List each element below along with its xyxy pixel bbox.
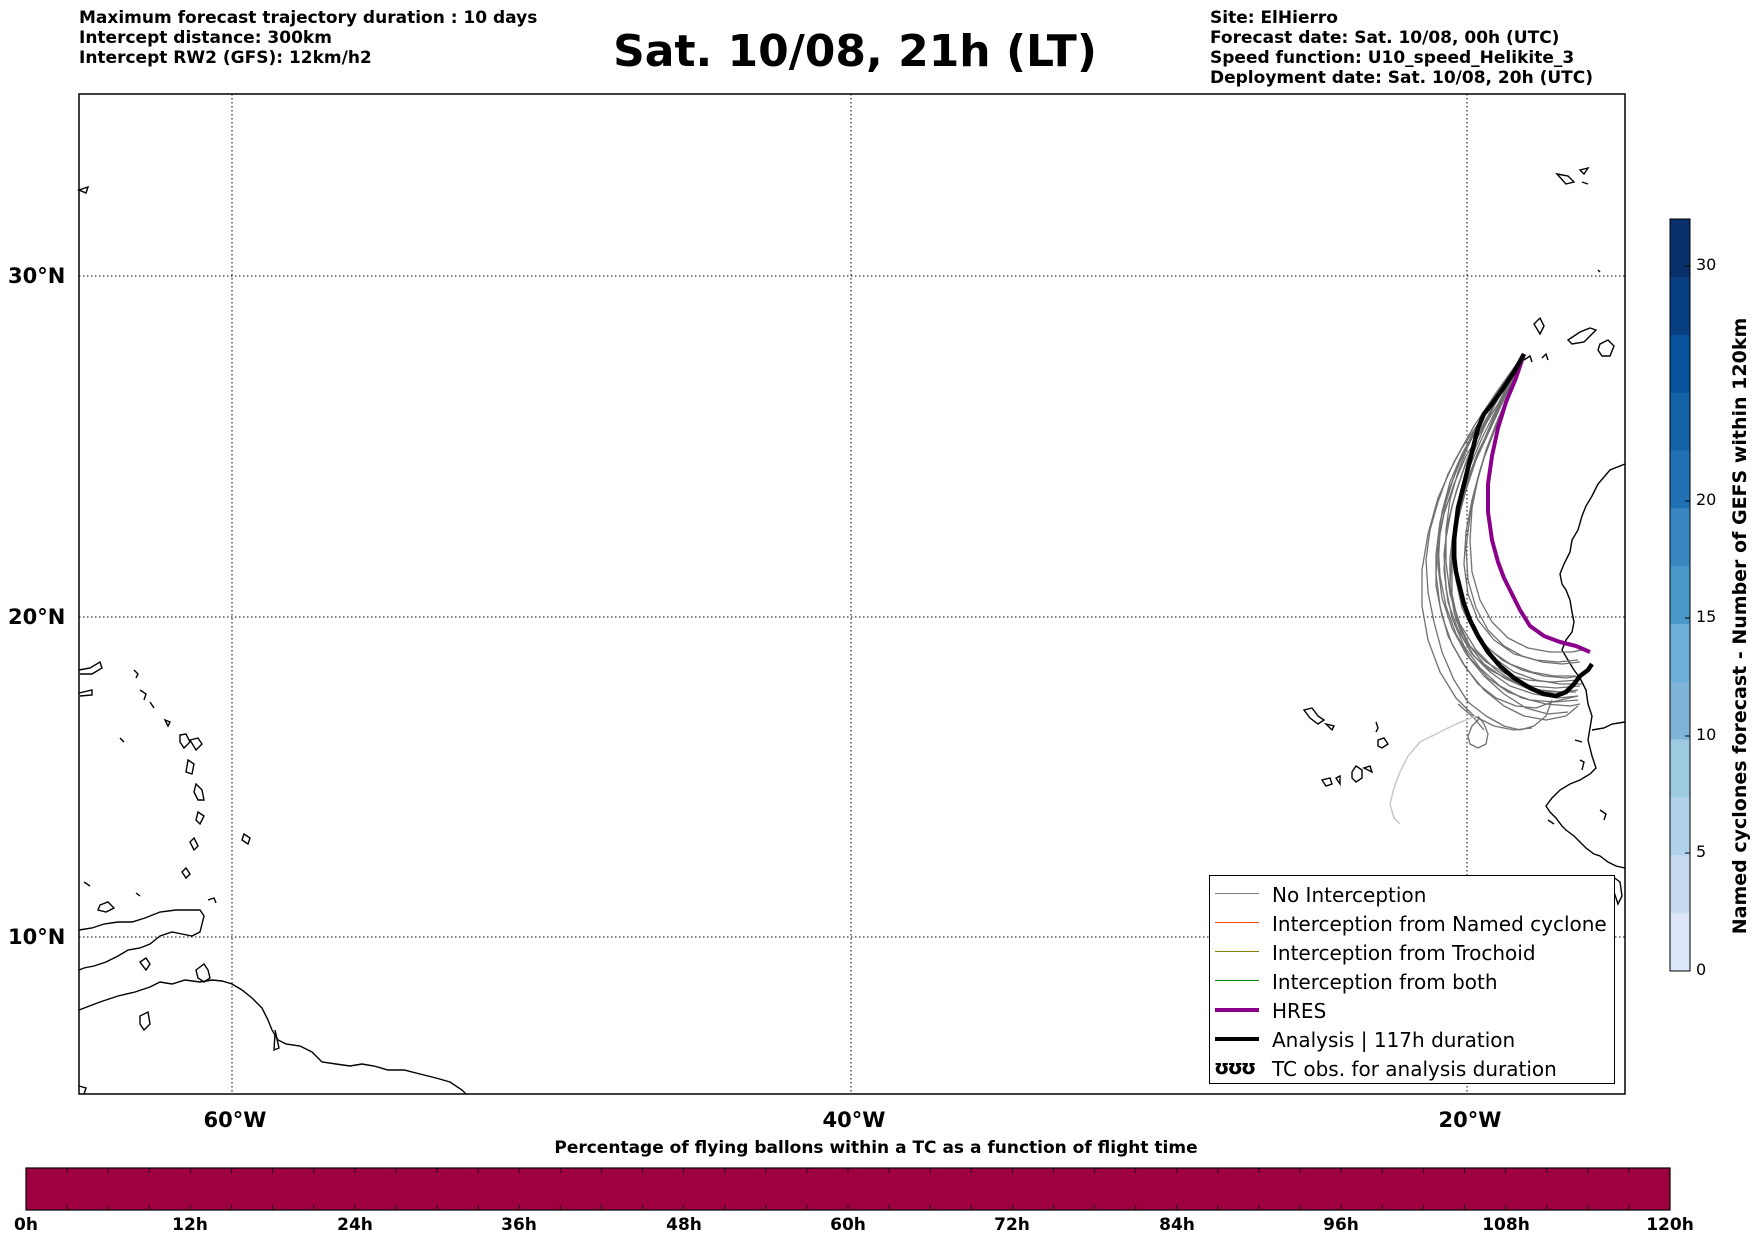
colorbar-segment [1670,739,1690,798]
header-right-info: Site: ElHierro Forecast date: Sat. 10/08… [1210,8,1593,88]
hres-trajectory [1486,353,1591,654]
colorbar-tick: 10 [1696,725,1717,744]
legend-swatch [1215,893,1259,895]
legend-swatch [1215,951,1259,953]
legend-swatch [1215,1037,1259,1041]
legend-item: Interception from Trochoid [1210,939,1610,968]
legend-item: No Interception [1210,881,1610,910]
hour-label: 96h [1323,1215,1359,1235]
legend: No Interception Interception from Named … [1209,875,1615,1084]
hour-label: 24h [337,1215,373,1235]
header-left-line: Intercept distance: 300km [79,28,332,48]
hour-label: 120h [1646,1215,1694,1235]
header-right-line: Forecast date: Sat. 10/08, 00h (UTC) [1210,28,1560,48]
colorbar-segment [1670,450,1690,509]
header-right-line: Site: ElHierro [1210,8,1338,28]
tc-obs-icon: ʊʊʊ [1214,1055,1256,1079]
legend-label: Interception from Trochoid [1272,941,1536,965]
header-left-line: Intercept RW2 (GFS): 12km/h2 [79,48,372,68]
hour-label: 0h [14,1215,38,1235]
header-left-info: Maximum forecast trajectory duration : 1… [79,8,537,68]
colorbar-segment [1670,855,1690,914]
colorbar [1669,218,1691,972]
legend-item: Interception from Named cyclone [1210,910,1610,939]
legend-item: HRES [1210,997,1610,1026]
header-left-line: Maximum forecast trajectory duration : 1… [79,8,538,28]
hour-label: 72h [994,1215,1030,1235]
colorbar-segment [1670,913,1690,972]
colorbar-segment [1670,797,1690,856]
header-right-line: Speed function: U10_speed_Helikite_3 [1210,48,1575,68]
page-title: Sat. 10/08, 21h (LT) [613,26,1097,77]
colorbar-segment [1670,681,1690,741]
hour-label: 36h [501,1215,537,1235]
colorbar-tick: 30 [1696,255,1717,274]
legend-swatch [1215,922,1259,924]
lat-label-10n: 10°N [8,925,66,949]
legend-label: HRES [1272,999,1327,1023]
hour-label: 48h [666,1215,702,1235]
legend-swatch [1215,1008,1259,1012]
hour-label: 60h [830,1215,866,1235]
lat-label-30n: 30°N [8,264,66,288]
legend-item: Analysis | 117h duration [1210,1026,1610,1055]
legend-label: Interception from Named cyclone [1272,912,1607,936]
legend-swatch [1215,980,1259,982]
colorbar-segment [1670,334,1690,394]
lon-label-20w: 20°W [1438,1108,1502,1132]
coastlines [77,166,1626,1095]
legend-label: No Interception [1272,883,1427,907]
colorbar-segment [1670,276,1690,336]
colorbar-label: Named cyclones forecast - Number of GEFS… [1729,317,1751,935]
legend-label: Interception from both [1272,970,1498,994]
colorbar-tick: 0 [1696,960,1707,979]
lat-label-20n: 20°N [8,605,66,629]
hour-label: 12h [172,1215,208,1235]
lon-label-40w: 40°W [822,1108,886,1132]
colorbar-tick: 5 [1696,842,1707,861]
percentage-bar-title: Percentage of flying ballons within a TC… [554,1138,1198,1158]
colorbar-segment [1670,508,1690,567]
colorbar-outline [1669,218,1691,972]
colorbar-tick: 20 [1696,490,1717,509]
legend-item: Interception from both [1210,968,1610,997]
faint-trajectory [1389,715,1477,825]
analysis-trajectory [1451,352,1594,699]
lon-label-60w: 60°W [203,1108,267,1132]
colorbar-segment [1670,623,1690,683]
legend-item: ʊʊʊ TC obs. for analysis duration [1210,1055,1610,1084]
colorbar-tick: 15 [1696,607,1717,626]
header-right-line: Deployment date: Sat. 10/08, 20h (UTC) [1210,68,1594,88]
hour-label: 84h [1159,1215,1195,1235]
hour-label: 108h [1482,1215,1530,1235]
legend-label: TC obs. for analysis duration [1272,1057,1557,1081]
colorbar-segment [1670,566,1690,625]
colorbar-segment [1670,219,1690,278]
percentage-bar [25,1167,1671,1211]
legend-label: Analysis | 117h duration [1272,1028,1516,1052]
colorbar-segment [1670,392,1690,451]
percentage-bar-ticks [66,1168,1630,1210]
